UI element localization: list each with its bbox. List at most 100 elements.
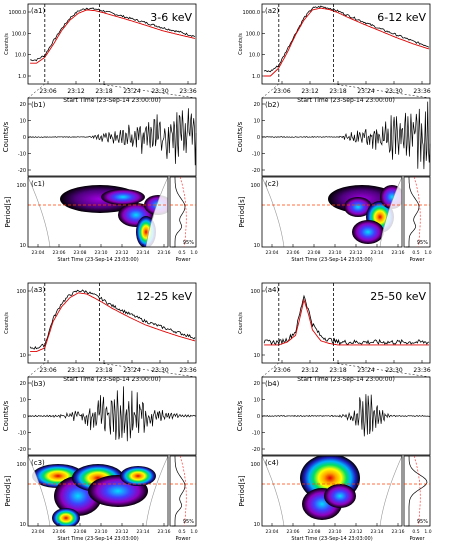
energy-label: 25-50 keV [370,290,426,303]
lightcurve-xtick-label: 23:12 [301,367,318,374]
power-xtick-label: 0.5 [178,250,185,256]
cone-of-influence-left [262,456,284,526]
wavelet-xlabel: Start Time (23-Sep-14 23:03:00) [57,257,138,263]
lightcurve-xtick-label: 23:06 [273,367,290,374]
lightcurve-xtick-label: 23:30 [385,88,402,95]
lightcurve-frame [261,282,431,364]
wavelet-xlabel: Start Time (23-Sep-14 23:03:00) [291,257,372,263]
wavelet-panel: (c3) Period[s] 100 10 Start Time (23-Sep-14 … [4,455,198,542]
wavelet-xtick-label: 23:10 [329,250,342,256]
wavelet-blob-2 [101,189,145,205]
lightcurve-panel: (a3) 12-25 keV Counts/s Start Time (23-Sep-… [4,282,197,383]
wavelet-frame [261,455,403,527]
wavelet-xtick-label: 23:16 [392,250,405,256]
power-frame [403,455,431,527]
detrended-ytick-label: 0 [257,135,260,141]
detrended-ytick-label: -10 [18,152,26,158]
power-frame [169,455,197,527]
cone-of-influence-left [28,177,50,247]
detrended-ytick-label: 0 [23,135,26,141]
detrended-ytick-label: -20 [18,168,26,174]
wavelet-blob-2 [344,197,372,217]
lightcurve-ytick-label: 1000.0 [9,10,27,16]
detrended-series [261,394,431,437]
detrended-ytick-label: 20 [254,381,260,387]
cone-line-right [379,177,402,247]
lightcurve-ytick-label: 1.0 [252,74,260,80]
lightcurve-ytick-label: 10 [254,353,260,359]
wavelet-xtick-label: 23:06 [53,529,66,535]
wavelet-spectrum [262,456,402,526]
panel-group-3: (a3) 12-25 keV Counts/s Start Time (23-Sep-… [2,282,198,542]
wavelet-ytick-label: 10 [254,522,260,528]
zoom-connector-right [99,362,197,378]
wavelet-xtick-label: 23:12 [116,529,129,535]
lightcurve-xlabel: Start Time (23-Sep-14 23:00:00) [297,97,395,104]
wavelet-ylabel: Period[s] [4,196,12,227]
lightcurve-xtick-label: 23:18 [329,88,346,95]
cone-line-right [379,456,402,526]
wavelet-xtick-label: 23:10 [95,529,108,535]
lightcurve-frame [27,3,197,85]
wavelet-xtick-label: 23:14 [371,250,384,256]
wavelet-blob-5 [352,220,384,244]
detrended-ytick-label: 0 [257,414,260,420]
power-frame [169,176,197,248]
energy-label: 12-25 keV [136,290,192,303]
panel-label-a: (a1) [31,7,45,15]
lightcurve-observed-series [263,5,430,73]
detrended-ytick-label: -10 [18,431,26,437]
power-xtick-label: 0.5 [412,250,419,256]
wavelet-panel: (c1) Period[s] 100 10 Start Time (23-Sep-14 … [4,176,198,263]
lightcurve-xtick-label: 23:18 [329,367,346,374]
power-xtick-label: 0.5 [178,529,185,535]
detrended-ytick-label: 10 [254,119,260,125]
power-xtick-label: 1.0 [190,529,197,535]
panel-label-a: (a4) [265,286,279,294]
detrended-series [27,108,197,166]
detrended-ytick-label: -10 [252,152,260,158]
panel-label-b: (b2) [265,101,280,109]
wavelet-blob-3 [324,484,356,508]
wavelet-xtick-label: 23:08 [308,250,321,256]
lightcurve-xtick-label: 23:12 [301,88,318,95]
significance-series [179,455,187,527]
cone-of-influence-left [28,456,50,526]
lightcurve-smoothed-series [264,298,429,346]
lightcurve-ytick-label: 10 [20,353,26,359]
detrended-ytick-label: -20 [252,447,260,453]
wavelet-spectrum [28,456,168,526]
panels-root: (a1) 3-6 keV Counts/s Start Time (23-Sep-14… [2,3,432,542]
panel-label-b: (b3) [31,380,46,388]
lightcurve-xtick-label: 23:24 [357,367,374,374]
detrended-ytick-label: 20 [20,102,26,108]
wavelet-xtick-label: 23:12 [350,250,363,256]
detrended-ylabel: Counts/s [2,400,10,431]
power-xlabel: Power [175,257,191,263]
cone-line-left [262,456,285,526]
lightcurve-xtick-label: 23:24 [357,88,374,95]
wavelet-xtick-label: 23:04 [266,529,279,535]
significance-series [413,176,421,248]
wavelet-panel: (c4) Period[s] 100 10 Start Time (23-Sep-14 … [238,455,432,542]
detrended-ylabel: Counts/s [236,121,244,152]
detrended-panel: (b3) Counts/s 20 10 0 -10 -20 [2,376,197,456]
cone-of-influence-right [380,177,402,247]
cone-line-right [145,456,168,526]
significance-label: 95% [417,519,428,525]
cone-line-left [28,177,51,247]
lightcurve-frame [27,282,197,364]
detrended-ylabel: Counts/s [236,400,244,431]
lightcurve-panel: (a2) 6-12 keV Counts/s Start Time (23-Sep-1… [238,3,431,104]
wavelet-ytick-label: 100 [250,462,260,468]
wavelet-xtick-label: 23:06 [53,250,66,256]
wavelet-xtick-label: 23:14 [371,529,384,535]
detrended-panel: (b4) Counts/s 20 10 0 -10 -20 [236,376,431,456]
detrended-series [261,101,431,170]
panel-label-b: (b4) [265,380,280,388]
wavelet-frame [27,455,169,527]
lightcurve-panel: (a1) 3-6 keV Counts/s Start Time (23-Sep-14… [4,3,197,104]
lightcurve-xtick-label: 23:24 [123,367,140,374]
wavelet-xtick-label: 23:06 [287,529,300,535]
